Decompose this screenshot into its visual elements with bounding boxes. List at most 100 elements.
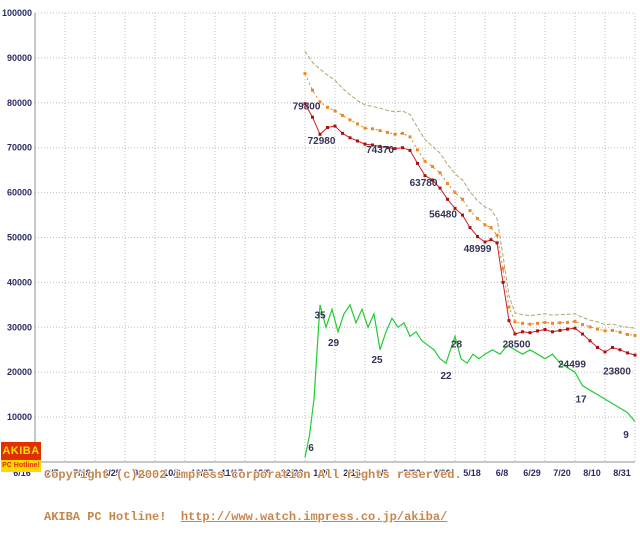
y-axis-tick-label: 60000 <box>7 188 32 198</box>
data-point-label: 63780 <box>410 178 438 189</box>
data-point-label: 56480 <box>429 209 457 220</box>
y-axis-tick-label: 50000 <box>7 233 32 243</box>
series-marker-lowest_price <box>401 146 404 150</box>
series-marker-lowest_price <box>513 332 517 336</box>
series-marker-lowest_price <box>528 331 532 335</box>
series-marker-lowest_price <box>501 280 505 284</box>
series-marker-average_price <box>378 129 382 133</box>
series-marker-average_price <box>446 182 449 186</box>
x-axis-tick-label: 8/31 <box>613 468 631 478</box>
data-point-label: 29 <box>328 338 340 349</box>
series-marker-average_price <box>551 321 554 325</box>
series-marker-lowest_price <box>581 332 584 336</box>
series-marker-average_price <box>573 320 577 323</box>
x-axis-tick-label: 10/6 <box>163 468 181 478</box>
series-marker-average_price <box>348 118 352 122</box>
series-marker-average_price <box>393 132 397 136</box>
series-marker-average_price <box>581 323 584 327</box>
series-marker-average_price <box>476 217 479 221</box>
series-marker-average_price <box>333 109 337 113</box>
series-marker-average_price <box>371 127 374 131</box>
series-marker-average_price <box>363 126 367 130</box>
series-marker-lowest_price <box>341 131 344 135</box>
series-marker-average_price <box>528 322 532 326</box>
series-marker-average_price <box>326 105 329 109</box>
series-marker-average_price <box>453 191 457 195</box>
site-line: AKIBA PC Hotline! http://www.watch.impre… <box>44 510 462 524</box>
y-axis-tick-label: 20000 <box>7 367 32 377</box>
series-marker-average_price <box>461 197 464 201</box>
series-marker-lowest_price <box>495 241 499 245</box>
data-point-label: 6 <box>308 443 314 454</box>
series-line-average_price <box>304 73 636 336</box>
series-marker-average_price <box>633 333 637 337</box>
series-marker-average_price <box>423 159 427 163</box>
series-marker-average_price <box>626 333 629 336</box>
data-point-label: 35 <box>314 310 326 321</box>
series-marker-lowest_price <box>311 115 314 119</box>
series-marker-average_price <box>566 320 569 324</box>
series-marker-average_price <box>489 226 493 230</box>
x-axis-tick-label: 10/27 <box>191 468 214 478</box>
logo-pc-hotline-text: PC Hotline! <box>1 460 41 472</box>
price-history-chart: 0100002000030000400005000060000700008000… <box>2 8 637 478</box>
series-marker-lowest_price <box>573 326 577 330</box>
x-axis-tick-label: 12/29 <box>281 468 304 478</box>
data-point-label: 79800 <box>293 102 321 113</box>
series-line-highest_price <box>304 50 636 329</box>
x-axis-tick-label: 9/15 <box>133 468 151 478</box>
y-axis-tick-label: 80000 <box>7 98 32 108</box>
series-marker-lowest_price <box>461 213 464 217</box>
series-marker-average_price <box>536 321 539 325</box>
data-point-label: 22 <box>440 371 452 382</box>
data-point-label: 17 <box>575 395 587 406</box>
series-marker-lowest_price <box>536 329 539 333</box>
x-axis-tick-label: 5/18 <box>463 468 481 478</box>
data-point-label: 72980 <box>308 136 336 147</box>
series-marker-lowest_price <box>618 348 622 352</box>
series-marker-average_price <box>611 328 614 332</box>
site-name: AKIBA PC Hotline! <box>44 510 167 524</box>
series-marker-average_price <box>311 88 314 92</box>
y-axis-tick-label: 100000 <box>2 8 32 18</box>
series-marker-average_price <box>543 320 547 324</box>
series-marker-average_price <box>468 209 472 213</box>
series-marker-average_price <box>483 223 487 227</box>
series-marker-lowest_price <box>431 178 434 182</box>
series-marker-lowest_price <box>393 147 397 151</box>
x-axis-tick-label: 1/26 <box>313 468 331 478</box>
series-marker-lowest_price <box>446 197 449 201</box>
series-marker-lowest_price <box>603 350 607 354</box>
series-marker-lowest_price <box>543 328 547 331</box>
akiba-pc-hotline-logo: AKIBA PC Hotline! <box>1 442 41 472</box>
x-axis-tick-label: 7/7 <box>46 468 59 478</box>
series-marker-average_price <box>341 113 344 117</box>
series-marker-lowest_price <box>453 206 457 210</box>
x-axis-tick-label: 6/8 <box>496 468 509 478</box>
series-marker-lowest_price <box>303 102 307 106</box>
series-marker-average_price <box>356 122 359 126</box>
x-axis-tick-label: 3/30 <box>403 468 421 478</box>
series-marker-lowest_price <box>468 226 472 230</box>
spacer <box>166 510 180 524</box>
series-marker-average_price <box>618 330 622 334</box>
series-marker-average_price <box>318 100 322 104</box>
series-marker-lowest_price <box>356 139 359 143</box>
series-marker-average_price <box>416 148 419 152</box>
series-marker-average_price <box>558 321 562 325</box>
series-marker-lowest_price <box>438 186 442 190</box>
x-axis-tick-label: 11/17 <box>221 468 243 478</box>
series-marker-average_price <box>438 171 442 175</box>
x-axis-tick-label: 8/10 <box>583 468 601 478</box>
series-marker-lowest_price <box>416 161 419 165</box>
series-marker-lowest_price <box>326 126 329 129</box>
y-axis-tick-label: 30000 <box>7 322 32 332</box>
series-line-lowest_price <box>304 103 636 356</box>
series-marker-average_price <box>603 329 607 333</box>
series-line-shop_count <box>304 303 636 458</box>
series-marker-lowest_price <box>371 143 374 147</box>
series-marker-lowest_price <box>333 124 337 128</box>
series-marker-lowest_price <box>408 148 412 152</box>
series-marker-lowest_price <box>626 351 629 355</box>
y-axis-tick-label: 40000 <box>7 277 32 287</box>
